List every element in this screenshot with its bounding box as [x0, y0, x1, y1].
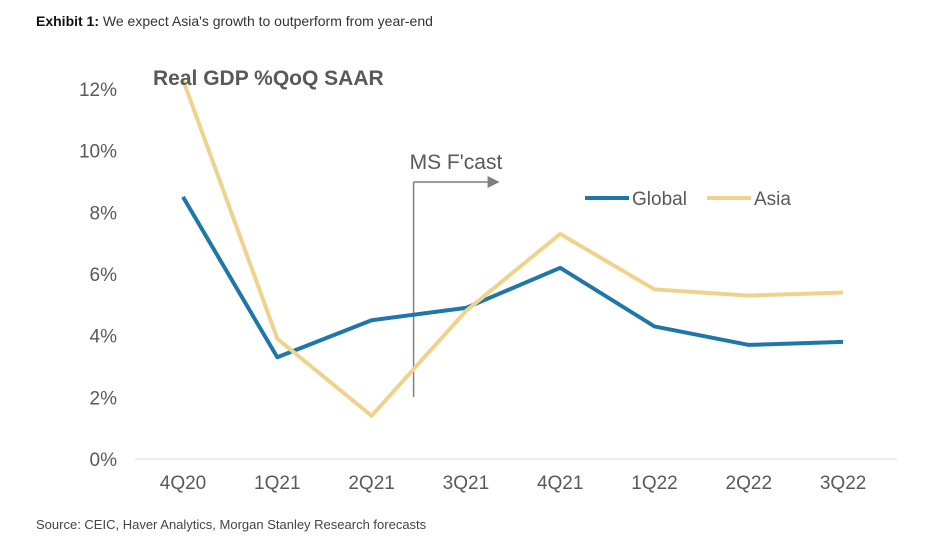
source-note: Source: CEIC, Haver Analytics, Morgan St…	[36, 517, 427, 532]
legend-label-global: Global	[632, 189, 687, 210]
forecast-arrow-head	[487, 176, 500, 188]
chart-series	[181, 79, 844, 418]
x-tick-label: 2Q21	[348, 473, 394, 494]
chart-legend: Global Asia	[585, 189, 791, 210]
y-tick-label: 6%	[90, 265, 118, 286]
y-tick-label: 10%	[79, 142, 117, 163]
series-line-asia	[181, 79, 844, 418]
x-tick-label: 3Q22	[820, 473, 866, 494]
forecast-annotation: MS F'cast	[410, 151, 503, 397]
x-tick-label: 1Q21	[254, 473, 300, 494]
x-tick-label: 4Q20	[160, 473, 206, 494]
forecast-label: MS F'cast	[410, 151, 503, 174]
series-line-global	[181, 195, 844, 360]
chart-title: Real GDP %QoQ SAAR	[153, 67, 384, 90]
y-tick-label: 8%	[90, 203, 118, 224]
x-tick-label: 1Q22	[631, 473, 677, 494]
exhibit-text: We expect Asia's growth to outperform fr…	[102, 13, 433, 29]
legend-label-asia: Asia	[754, 189, 791, 210]
y-tick-label: 0%	[90, 450, 118, 471]
exhibit-label: Exhibit 1:	[36, 13, 100, 29]
y-tick-label: 12%	[79, 80, 117, 101]
chart-axes: 0% 2% 4% 6% 8% 10% 12% 4Q20 1Q21 2Q21 3Q21 4Q21 1Q22…	[79, 80, 897, 494]
exhibit-caption: Exhibit 1: We expect Asia's growth to ou…	[36, 13, 433, 29]
x-tick-label: 4Q21	[537, 473, 583, 494]
x-tick-label: 2Q22	[726, 473, 772, 494]
x-tick-label: 3Q21	[443, 473, 489, 494]
y-tick-label: 2%	[90, 388, 118, 409]
y-tick-label: 4%	[90, 327, 118, 348]
